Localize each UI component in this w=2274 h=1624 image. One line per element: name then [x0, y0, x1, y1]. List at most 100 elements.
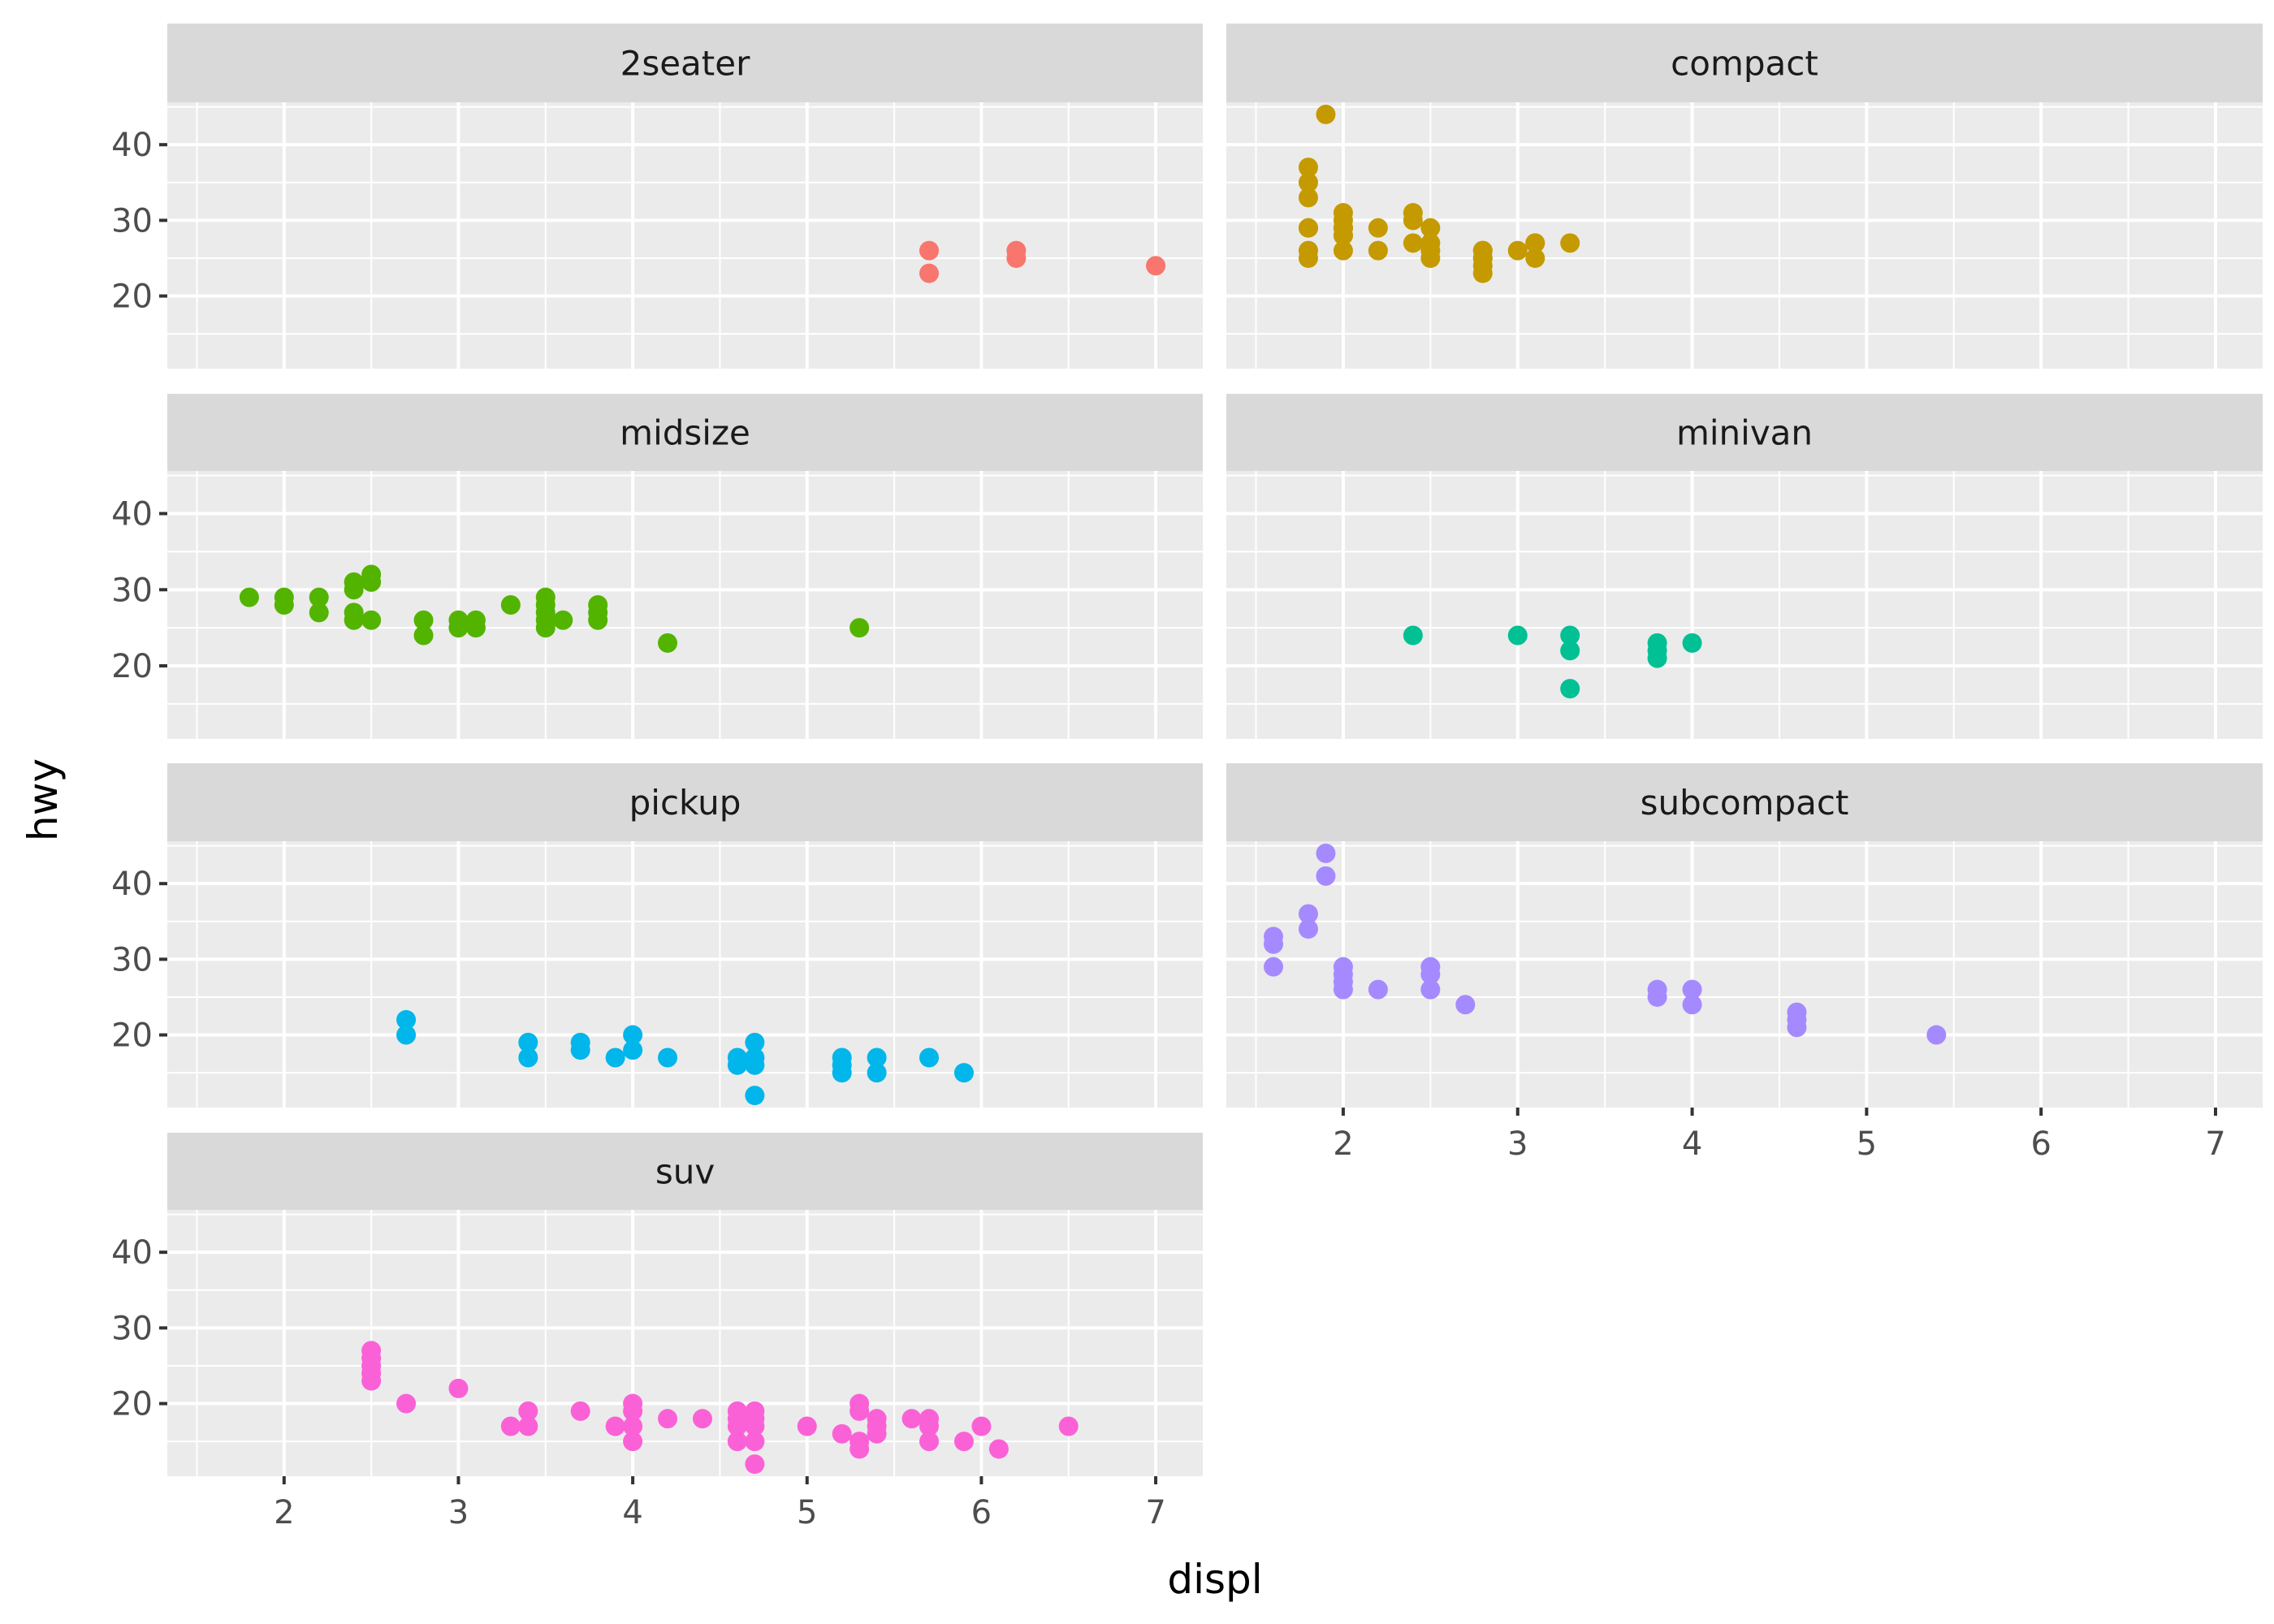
- y-tick-label: 20: [111, 648, 153, 685]
- data-point: [553, 610, 573, 630]
- data-point: [1420, 218, 1441, 238]
- data-point: [1560, 679, 1580, 699]
- x-tick-label: 3: [448, 1494, 469, 1531]
- data-point: [919, 1416, 940, 1436]
- panel-background: [167, 1210, 1203, 1476]
- data-point: [239, 587, 259, 607]
- data-point: [1298, 218, 1318, 238]
- data-point: [1403, 210, 1423, 231]
- facet-panel-2seater: 2seater 20 30 40: [111, 24, 1203, 369]
- panel-background: [167, 841, 1203, 1108]
- data-point: [1058, 1416, 1079, 1436]
- x-axis-label: displ: [1167, 1556, 1262, 1603]
- data-point: [1420, 248, 1441, 268]
- data-point: [361, 572, 382, 592]
- x-tick-label: 6: [971, 1494, 992, 1531]
- panel-background: [1226, 102, 2263, 369]
- data-point: [919, 1432, 940, 1452]
- data-point: [1333, 979, 1353, 1000]
- data-point: [727, 1432, 747, 1452]
- data-point: [919, 1047, 940, 1068]
- data-point: [1472, 248, 1493, 268]
- data-point: [535, 618, 556, 638]
- data-point: [500, 1416, 521, 1436]
- data-point: [623, 1025, 643, 1045]
- data-point: [1525, 233, 1546, 253]
- x-tick-label: 3: [1507, 1125, 1528, 1163]
- data-point: [901, 1409, 922, 1429]
- data-point: [832, 1063, 852, 1083]
- facet-strip-label: minivan: [1676, 413, 1813, 453]
- facet-strip: [167, 763, 1203, 841]
- facet-strip-label: suv: [655, 1152, 715, 1192]
- facet-strip-label: pickup: [629, 783, 741, 823]
- data-point: [953, 1063, 974, 1083]
- data-point: [413, 625, 434, 646]
- data-point: [1647, 987, 1667, 1007]
- data-point: [850, 618, 870, 638]
- data-point: [1682, 995, 1702, 1015]
- data-point: [605, 1416, 625, 1436]
- facet-panel-midsize: midsize 20 30 40: [111, 394, 1203, 739]
- facet-strip: [1226, 763, 2263, 841]
- facet-panel-pickup: pickup 20 30 40: [111, 763, 1203, 1108]
- data-point: [658, 1047, 678, 1068]
- data-point: [1368, 240, 1388, 261]
- data-point: [1560, 625, 1580, 646]
- data-point: [1368, 218, 1388, 238]
- data-point: [1316, 104, 1336, 124]
- data-point: [448, 1378, 469, 1398]
- y-tick-label: 40: [111, 127, 153, 164]
- data-point: [1316, 866, 1336, 886]
- panel-background: [167, 102, 1203, 369]
- data-point: [361, 610, 382, 630]
- data-point: [1403, 233, 1423, 253]
- panel-background: [1226, 471, 2263, 739]
- data-point: [745, 1032, 765, 1052]
- data-point: [1525, 248, 1546, 268]
- x-tick-label: 6: [2030, 1125, 2051, 1163]
- data-point: [1298, 172, 1318, 192]
- data-point: [623, 1432, 643, 1452]
- data-point: [518, 1047, 538, 1068]
- data-point: [850, 1439, 870, 1459]
- data-point: [623, 1040, 643, 1060]
- data-point: [988, 1439, 1009, 1459]
- data-point: [413, 610, 434, 630]
- data-point: [1507, 625, 1528, 646]
- facet-strip: [1226, 394, 2263, 471]
- data-point: [309, 587, 329, 607]
- data-point: [1333, 240, 1353, 261]
- data-point: [518, 1401, 538, 1421]
- data-point: [361, 1371, 382, 1391]
- data-point: [623, 1416, 643, 1436]
- data-point: [344, 580, 364, 600]
- data-point: [727, 1055, 747, 1075]
- data-point: [448, 618, 469, 638]
- x-tick-label: 2: [1333, 1125, 1353, 1163]
- data-point: [727, 1416, 747, 1436]
- data-point: [971, 1416, 992, 1436]
- x-tick-label: 4: [622, 1494, 642, 1531]
- data-point: [605, 1047, 625, 1068]
- data-point: [1682, 633, 1702, 653]
- data-point: [745, 1086, 765, 1106]
- data-point: [1264, 957, 1283, 977]
- data-point: [867, 1047, 887, 1068]
- y-tick-label: 20: [111, 1017, 153, 1055]
- data-point: [1472, 263, 1493, 283]
- data-point: [850, 1401, 870, 1421]
- x-tick-label: 7: [1145, 1494, 1165, 1531]
- data-point: [867, 1063, 887, 1083]
- data-point: [1787, 1017, 1807, 1038]
- facet-panel-subcompact: subcompact 2 3 4 5 6 7: [1226, 763, 2263, 1163]
- panel-background: [167, 471, 1203, 739]
- data-point: [832, 1423, 852, 1444]
- data-point: [396, 1009, 417, 1030]
- facet-strip: [1226, 24, 2263, 102]
- data-point: [465, 618, 486, 638]
- data-point: [867, 1423, 887, 1444]
- data-point: [1926, 1025, 1947, 1045]
- data-point: [1006, 248, 1027, 268]
- y-tick-label: 20: [111, 1386, 153, 1423]
